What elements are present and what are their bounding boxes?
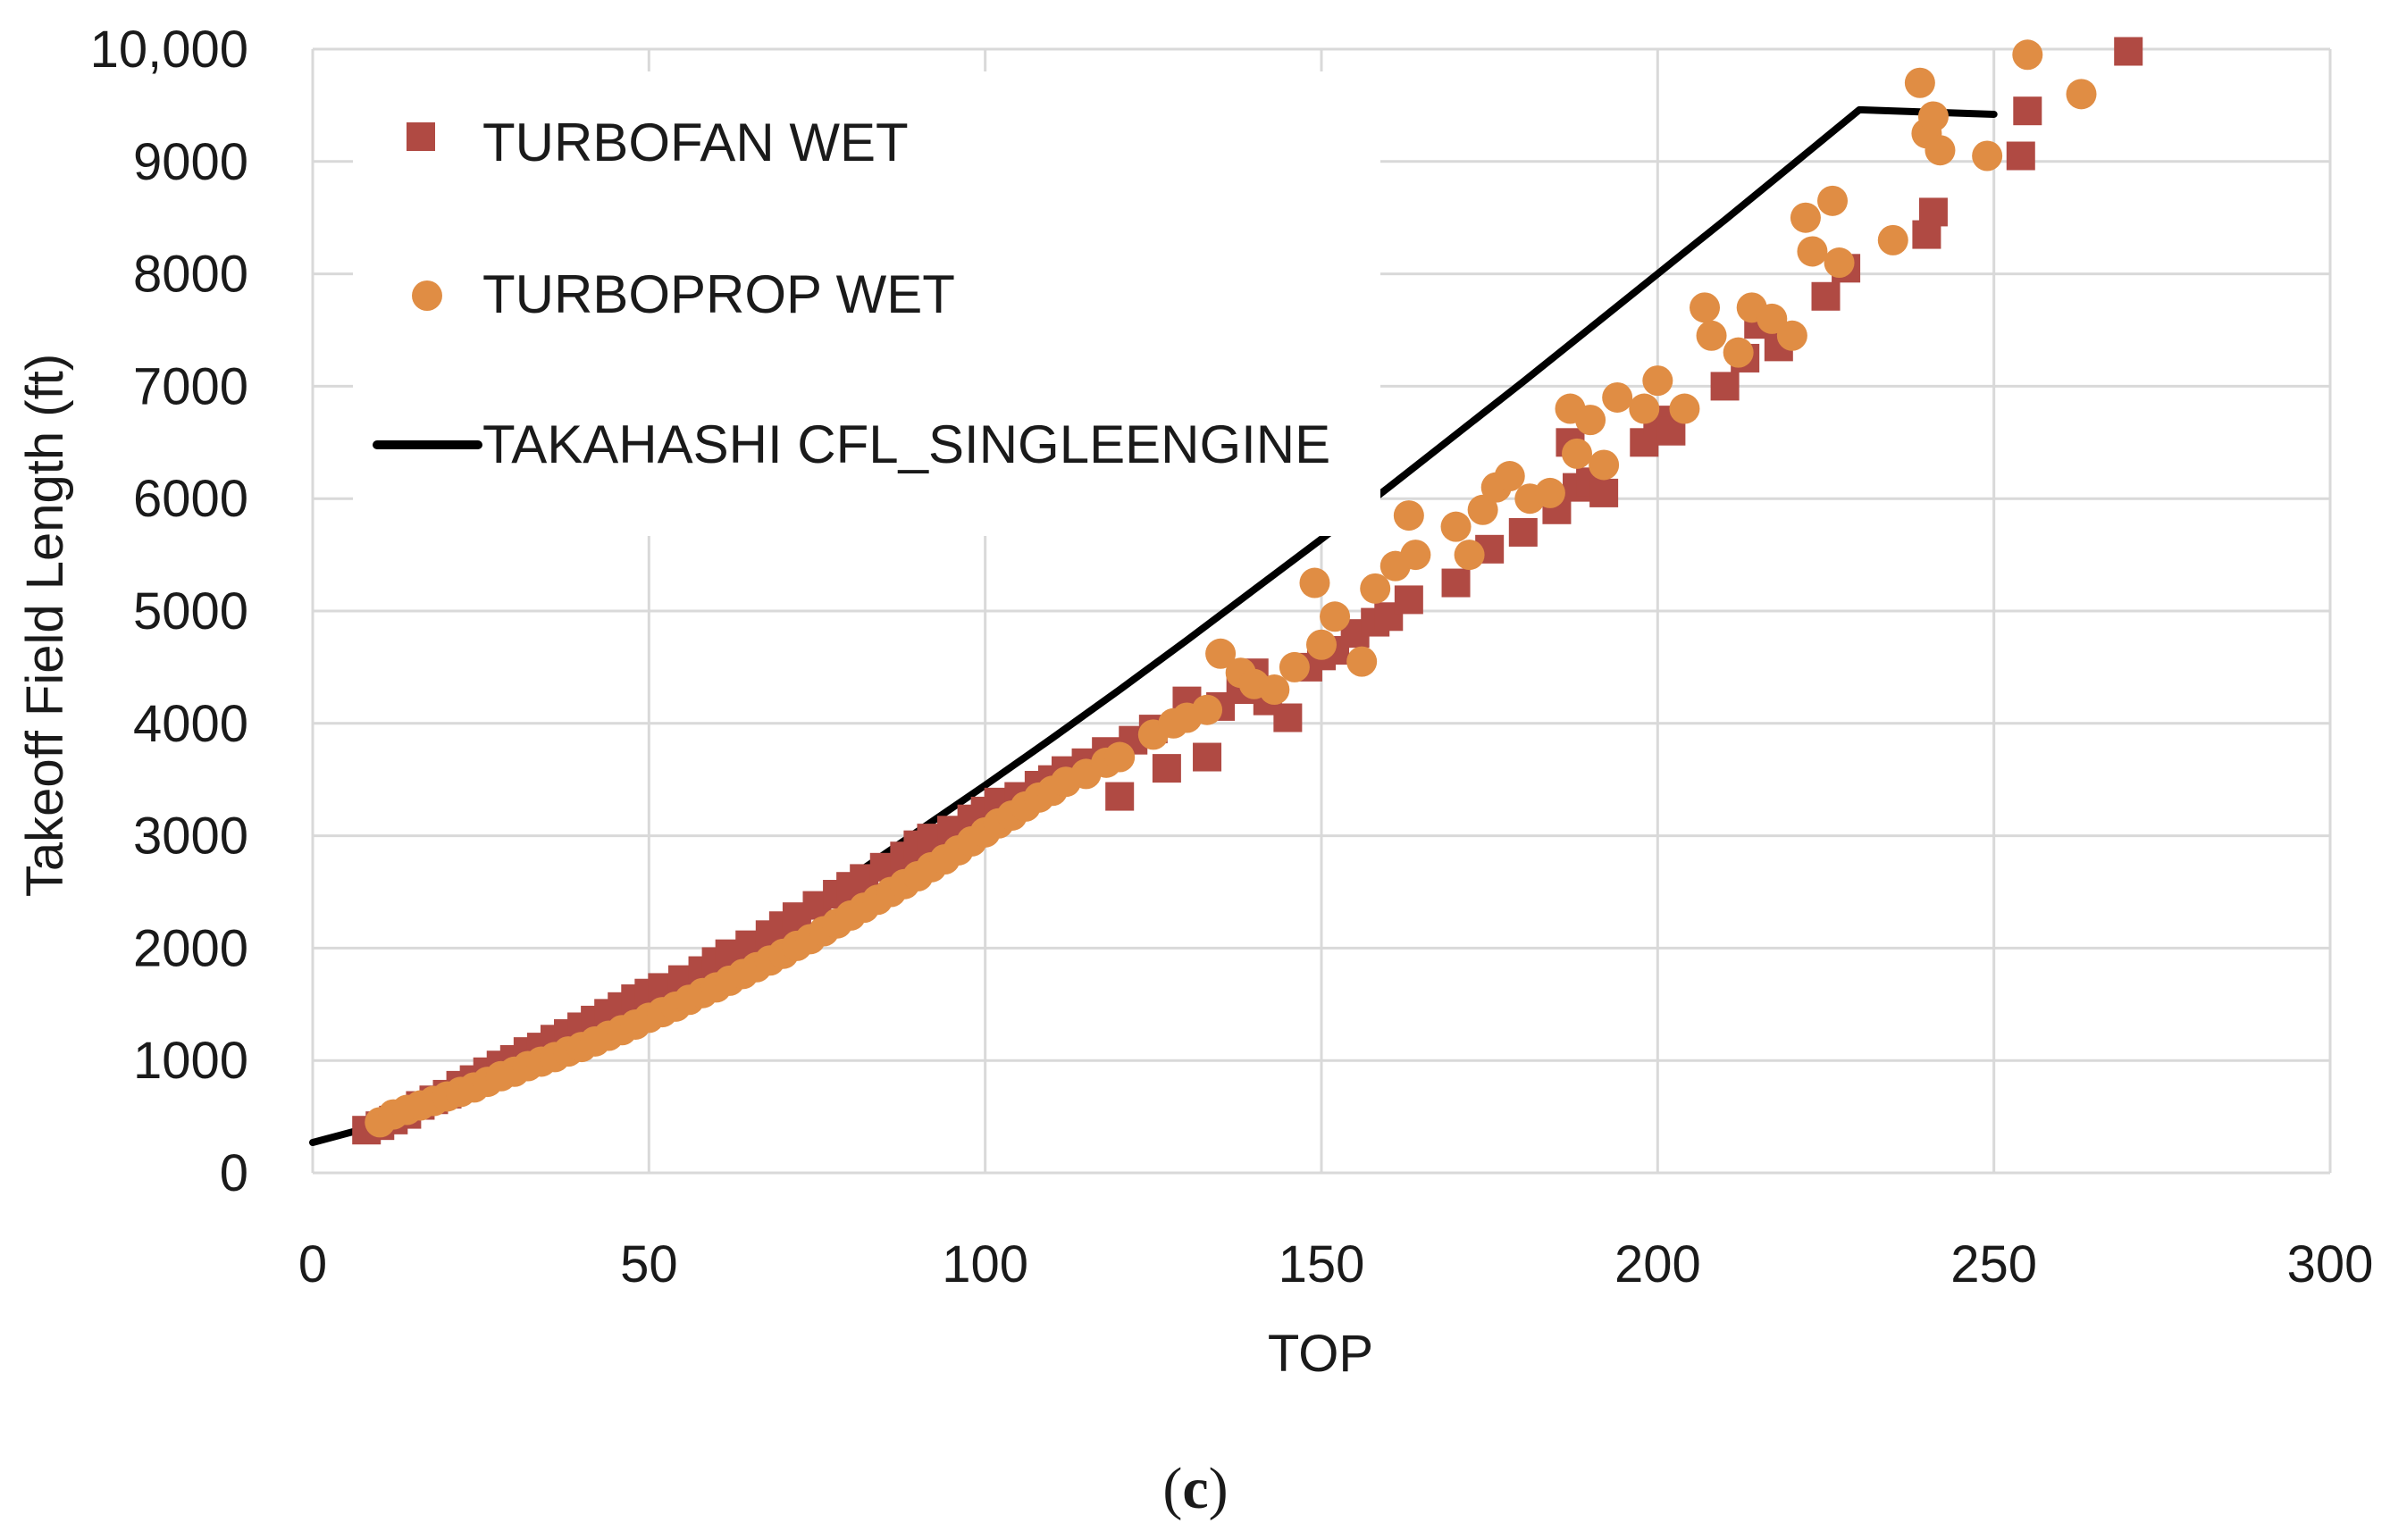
figure-caption: (c) bbox=[1162, 1456, 1228, 1521]
turboprop-point bbox=[1346, 646, 1378, 677]
legend-label-turboprop: TURBOPROP WET bbox=[482, 264, 955, 324]
turbofan-point bbox=[1105, 782, 1135, 811]
turboprop-point bbox=[1575, 405, 1606, 436]
turboprop-point bbox=[1279, 651, 1310, 682]
turboprop-point bbox=[1205, 638, 1237, 669]
turbofan-point bbox=[1710, 372, 1740, 401]
y-tick-label: 3000 bbox=[133, 808, 248, 866]
turboprop-point bbox=[1259, 674, 1290, 706]
turboprop-point bbox=[1629, 393, 1660, 424]
turboprop-point bbox=[1824, 247, 1855, 279]
turbofan-point bbox=[1918, 197, 1948, 227]
turboprop-point bbox=[1917, 101, 1949, 132]
turboprop-point bbox=[1192, 694, 1223, 725]
x-tick-label: 250 bbox=[1950, 1235, 2037, 1293]
turboprop-point bbox=[1757, 303, 1788, 334]
x-tick-label: 100 bbox=[942, 1235, 1028, 1293]
turboprop-point bbox=[1467, 494, 1498, 525]
turboprop-point bbox=[1104, 741, 1136, 773]
turboprop-point bbox=[1817, 185, 1849, 216]
y-tick-label: 6000 bbox=[133, 470, 248, 528]
caption-letter: c bbox=[1182, 1456, 1208, 1521]
turboprop-point bbox=[1320, 601, 1351, 632]
x-tick-label: 50 bbox=[620, 1235, 678, 1293]
legend-background bbox=[353, 71, 1380, 536]
legend-square-marker bbox=[407, 122, 435, 151]
y-tick-label: 9000 bbox=[133, 133, 248, 191]
turbofan-point bbox=[1273, 703, 1303, 732]
turboprop-point bbox=[1440, 511, 1472, 542]
turboprop-point bbox=[1589, 449, 1620, 481]
turboprop-point bbox=[1776, 320, 1807, 351]
y-tick-label: 4000 bbox=[133, 695, 248, 753]
turbofan-point bbox=[2013, 96, 2042, 126]
caption-close-paren: ) bbox=[1209, 1456, 1229, 1521]
turboprop-point bbox=[1454, 540, 1485, 571]
turboprop-point bbox=[1669, 393, 1700, 424]
turboprop-point bbox=[1494, 461, 1525, 492]
legend-label-fit-line: TAKAHASHI CFL_SINGLEENGINE bbox=[482, 414, 1330, 474]
turboprop-point bbox=[1925, 135, 1956, 166]
x-tick-label: 200 bbox=[1614, 1235, 1701, 1293]
turboprop-point bbox=[1602, 381, 1633, 413]
turboprop-point bbox=[1972, 140, 2003, 172]
turboprop-point bbox=[1306, 629, 1337, 660]
turboprop-point bbox=[1904, 67, 1935, 98]
turbofan-point bbox=[2114, 37, 2143, 66]
turbofan-point bbox=[2006, 141, 2035, 171]
turbofan-point bbox=[1193, 742, 1222, 772]
turboprop-point bbox=[1299, 567, 1330, 598]
y-tick-label: 7000 bbox=[133, 357, 248, 415]
turboprop-point bbox=[1534, 477, 1565, 508]
turbofan-point bbox=[1811, 281, 1841, 311]
turboprop-point bbox=[1690, 292, 1721, 323]
caption-open-paren: ( bbox=[1162, 1456, 1182, 1521]
x-axis-title: TOP bbox=[1268, 1325, 1373, 1383]
turboprop-point bbox=[1696, 320, 1727, 351]
x-tick-label: 150 bbox=[1279, 1235, 1365, 1293]
turboprop-point bbox=[2066, 79, 2097, 110]
turboprop-point bbox=[1642, 365, 1673, 397]
y-tick-label: 1000 bbox=[133, 1032, 248, 1090]
legend-item-turboprop: TURBOPROP WET bbox=[412, 264, 955, 324]
y-tick-label: 8000 bbox=[133, 246, 248, 304]
legend-item-turbofan: TURBOFAN WET bbox=[407, 113, 909, 172]
turbofan-point bbox=[1589, 478, 1619, 507]
turboprop-point bbox=[1400, 540, 1431, 571]
turboprop-point bbox=[1393, 500, 1424, 531]
turbofan-point bbox=[1152, 754, 1181, 783]
x-tick-label: 0 bbox=[298, 1235, 327, 1293]
turboprop-point bbox=[1562, 438, 1593, 469]
turbofan-point bbox=[1508, 517, 1538, 547]
turboprop-point bbox=[1790, 202, 1821, 233]
legend-circle-marker bbox=[412, 280, 442, 311]
legend: TURBOFAN WET TURBOPROP WET TAKAHASHI CFL… bbox=[373, 113, 1330, 474]
turboprop-point bbox=[1360, 573, 1391, 604]
y-tick-label: 0 bbox=[220, 1144, 248, 1202]
turboprop-series bbox=[365, 39, 2097, 1138]
y-tick-label: 2000 bbox=[133, 919, 248, 977]
y-tick-label: 5000 bbox=[133, 582, 248, 640]
turboprop-point bbox=[1797, 236, 1828, 267]
y-tick-label: 10,000 bbox=[90, 21, 248, 79]
turboprop-point bbox=[2012, 39, 2043, 71]
x-tick-label: 300 bbox=[2287, 1235, 2374, 1293]
axes: 010002000300040005000600070008000900010,… bbox=[90, 21, 2374, 1293]
turboprop-point bbox=[1723, 337, 1754, 368]
turbofan-point bbox=[1441, 568, 1471, 598]
y-axis-title: Takeoff Field Length (ft) bbox=[16, 354, 74, 897]
turboprop-point bbox=[1877, 224, 1908, 255]
turbofan-point bbox=[1394, 585, 1423, 615]
legend-item-fit-line: TAKAHASHI CFL_SINGLEENGINE bbox=[373, 414, 1330, 474]
legend-label-turbofan: TURBOFAN WET bbox=[482, 113, 909, 172]
